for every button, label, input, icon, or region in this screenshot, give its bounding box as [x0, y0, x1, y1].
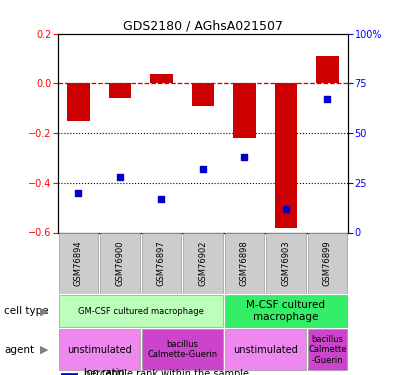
- Bar: [59, 233, 98, 294]
- Text: GSM76900: GSM76900: [115, 241, 125, 286]
- Text: log ratio: log ratio: [84, 368, 124, 375]
- Bar: [224, 233, 264, 294]
- Text: percentile rank within the sample: percentile rank within the sample: [84, 369, 249, 375]
- Bar: [275, 84, 297, 228]
- Text: GM-CSF cultured macrophage: GM-CSF cultured macrophage: [78, 307, 204, 316]
- Bar: [59, 295, 223, 327]
- Bar: [142, 329, 223, 370]
- Point: [283, 206, 289, 212]
- Text: GSM76897: GSM76897: [157, 241, 166, 286]
- Text: GSM76902: GSM76902: [199, 241, 207, 286]
- Point: [158, 196, 165, 202]
- Bar: [100, 233, 140, 294]
- Bar: [224, 329, 306, 370]
- Bar: [59, 329, 140, 370]
- Point: [75, 190, 82, 196]
- Text: GSM76898: GSM76898: [240, 241, 249, 286]
- Bar: [308, 233, 347, 294]
- Bar: [233, 84, 256, 138]
- Title: GDS2180 / AGhsA021507: GDS2180 / AGhsA021507: [123, 20, 283, 33]
- Text: agent: agent: [4, 345, 34, 355]
- Bar: [109, 84, 131, 98]
- Bar: [224, 295, 347, 327]
- Text: unstimulated: unstimulated: [233, 345, 298, 355]
- Bar: [60, 374, 78, 375]
- Bar: [67, 84, 90, 121]
- Bar: [183, 233, 223, 294]
- Point: [117, 174, 123, 180]
- Text: GSM76903: GSM76903: [281, 241, 291, 286]
- Text: bacillus
Calmette-Guerin: bacillus Calmette-Guerin: [147, 340, 217, 359]
- Bar: [142, 233, 181, 294]
- Text: GSM76899: GSM76899: [323, 241, 332, 286]
- Text: GSM76894: GSM76894: [74, 241, 83, 286]
- Bar: [266, 233, 306, 294]
- Bar: [150, 74, 173, 84]
- Text: bacillus
Calmette
-Guerin: bacillus Calmette -Guerin: [308, 335, 347, 364]
- Point: [200, 166, 206, 172]
- Bar: [191, 84, 215, 106]
- Text: cell type: cell type: [4, 306, 49, 316]
- Bar: [60, 373, 78, 374]
- Point: [241, 154, 248, 160]
- Text: ▶: ▶: [40, 345, 49, 355]
- Bar: [316, 56, 339, 84]
- Text: ▶: ▶: [40, 306, 49, 316]
- Text: M-CSF cultured
macrophage: M-CSF cultured macrophage: [246, 300, 326, 322]
- Text: unstimulated: unstimulated: [67, 345, 132, 355]
- Bar: [308, 329, 347, 370]
- Point: [324, 96, 331, 102]
